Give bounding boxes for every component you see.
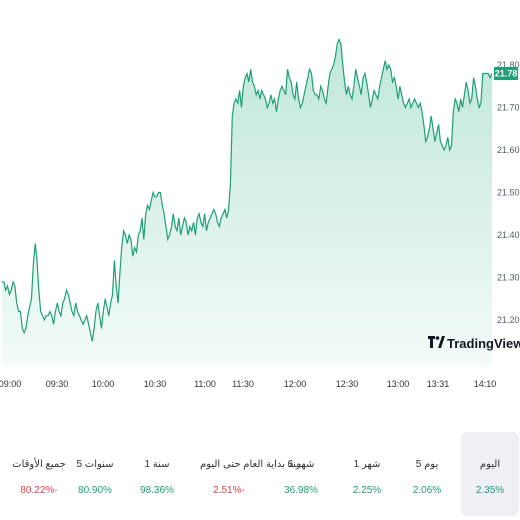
period-label: 1 سنة: [144, 459, 170, 470]
period-label: اليوم: [479, 459, 501, 470]
x-tick-label: 12:00: [284, 379, 307, 389]
y-tick-label: 21.20: [497, 315, 520, 325]
period-button[interactable]: منذ بداية العام حتى اليوم 2.51%-: [200, 432, 302, 516]
period-button[interactable]: 1 شهر 2.25%: [338, 432, 396, 516]
tradingview-logo[interactable]: TradingView: [428, 336, 520, 351]
y-tick-label: 21.60: [497, 145, 520, 155]
period-button[interactable]: 5 يوم 2.06%: [398, 432, 456, 516]
performance-periods: اليوم 2.35% 5 يوم 2.06% 1 شهر 2.25% 6 شهر 36.98…: [0, 432, 520, 516]
y-tick-label: 21.80: [497, 60, 520, 70]
x-tick-label: 13:31: [427, 379, 450, 389]
x-tick-label: 11:00: [194, 379, 216, 389]
period-label: 5 يوم: [415, 459, 439, 470]
svg-text:21.78: 21.78: [495, 69, 518, 79]
period-change-value: 98.36%: [140, 485, 174, 496]
period-change-value: 2.51%-: [213, 485, 245, 496]
y-tick-label: 21.50: [497, 188, 520, 198]
period-label: 1 شهر: [353, 459, 381, 470]
tradingview-logo-icon: [428, 336, 445, 348]
x-tick-label: 09:00: [0, 379, 21, 389]
period-button[interactable]: 5 سنوات 80.90%: [66, 432, 124, 516]
period-change-value: 80.90%: [78, 485, 112, 496]
x-tick-label: 11:30: [232, 379, 254, 389]
y-axis: 21.80 21.70 21.60 21.50 21.40 21.30 21.20: [497, 60, 520, 325]
period-change-value: 2.25%: [352, 485, 382, 496]
period-change-value: 36.98%: [284, 485, 318, 496]
period-change-value: 2.06%: [412, 485, 442, 496]
x-tick-label: 09:30: [46, 379, 69, 389]
tradingview-logo-text: TradingView: [447, 336, 520, 351]
y-tick-label: 21.70: [497, 103, 520, 113]
x-tick-label: 14:10: [474, 379, 497, 389]
price-area: [2, 39, 492, 365]
period-change-value: 2.35%: [475, 485, 505, 496]
period-button[interactable]: جميع الأوقات 80.22%-: [10, 432, 68, 516]
period-button[interactable]: 6 شهر 36.98%: [272, 432, 330, 516]
x-tick-label: 12:30: [336, 379, 359, 389]
x-tick-label: 10:00: [92, 379, 115, 389]
period-change-value: 80.22%-: [20, 485, 58, 496]
x-tick-label: 13:00: [387, 379, 410, 389]
y-tick-label: 21.30: [497, 273, 520, 283]
period-button[interactable]: 1 سنة 98.36%: [128, 432, 186, 516]
period-label: 6 شهر: [287, 459, 315, 470]
period-button[interactable]: اليوم 2.35%: [461, 432, 519, 516]
y-tick-label: 21.40: [497, 230, 520, 240]
period-label: منذ بداية العام حتى اليوم: [200, 459, 302, 470]
x-axis: 09:00 09:30 10:00 10:30 11:00 11:30 12:00 12:30…: [0, 379, 496, 389]
last-price-tag: 21.78: [494, 67, 518, 80]
period-label: 5 سنوات: [76, 459, 114, 470]
price-chart[interactable]: 21.80 21.70 21.60 21.50 21.40 21.30 21.20 09:0…: [0, 0, 520, 400]
x-tick-label: 10:30: [144, 379, 167, 389]
period-label: جميع الأوقات: [12, 459, 66, 470]
price-line: [2, 37, 493, 342]
